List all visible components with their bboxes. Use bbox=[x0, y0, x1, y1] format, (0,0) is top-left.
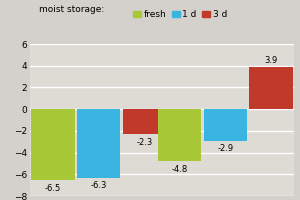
Bar bbox=[122, 109, 166, 134]
Text: -6.5: -6.5 bbox=[45, 184, 61, 193]
Text: -4.8: -4.8 bbox=[172, 165, 188, 174]
Legend: fresh, 1 d, 3 d: fresh, 1 d, 3 d bbox=[129, 7, 231, 23]
Bar bbox=[158, 109, 202, 161]
Text: -2.3: -2.3 bbox=[136, 138, 152, 147]
Bar bbox=[204, 109, 247, 141]
Bar bbox=[250, 67, 293, 109]
Text: -6.3: -6.3 bbox=[90, 181, 107, 190]
Bar bbox=[31, 109, 74, 180]
Bar bbox=[77, 109, 120, 178]
Text: -2.9: -2.9 bbox=[218, 144, 233, 153]
Text: moist storage:: moist storage: bbox=[39, 4, 104, 14]
Text: 3.9: 3.9 bbox=[265, 56, 278, 65]
